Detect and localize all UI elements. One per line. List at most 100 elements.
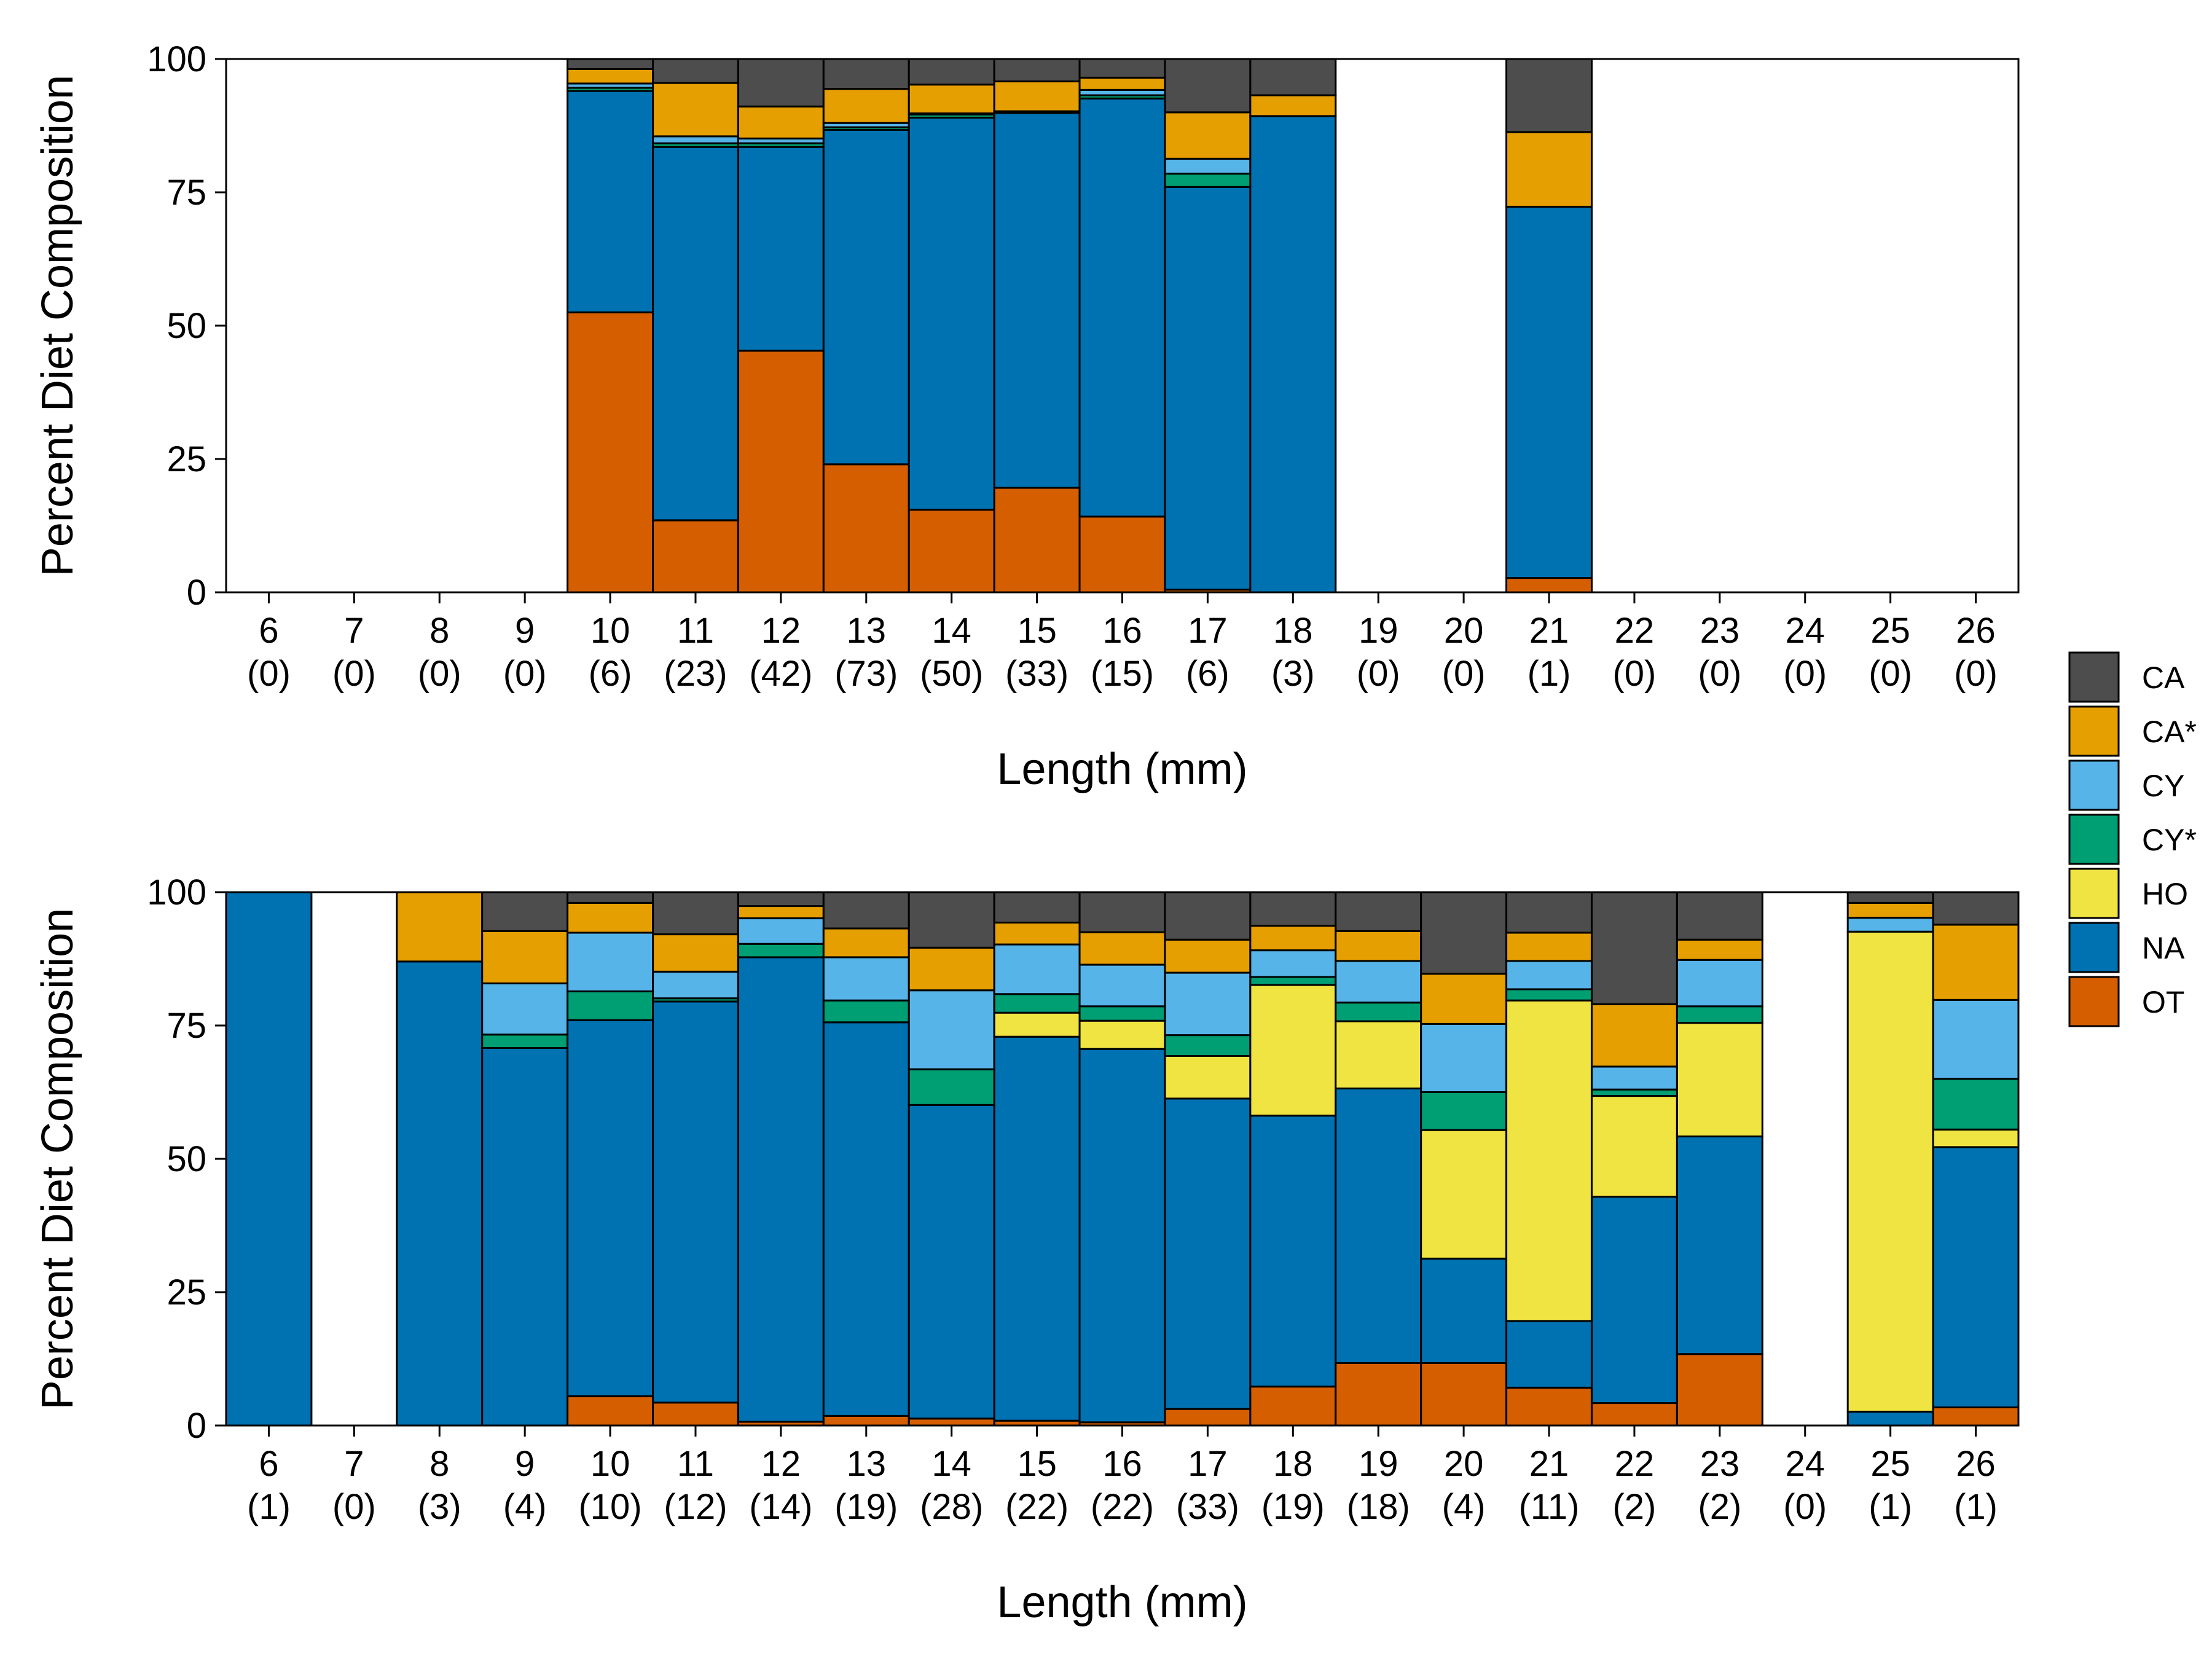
bar-segment-17-CA-star bbox=[1164, 111, 1252, 160]
bar-segment-18-CA-star bbox=[1249, 925, 1337, 952]
x-tick-label: 20 bbox=[1444, 1444, 1484, 1484]
bar-segment-12-CA bbox=[737, 58, 825, 108]
x-tick-label: 8 bbox=[429, 1444, 449, 1484]
bar-segment-12-CY bbox=[737, 917, 825, 945]
legend-swatch-cy bbox=[2068, 759, 2120, 811]
x-tick-count: (12) bbox=[664, 1487, 727, 1527]
bar-segment-11-CY bbox=[652, 970, 739, 1000]
x-tick-label: 22 bbox=[1615, 611, 1655, 651]
bar-segment-9-CA-star bbox=[481, 930, 569, 984]
x-tick-count: (0) bbox=[1612, 654, 1656, 694]
x-tick-label: 16 bbox=[1102, 1444, 1142, 1484]
bar-segment-25-NA bbox=[1846, 1410, 1934, 1427]
bar-segment-23-HO bbox=[1676, 1022, 1763, 1138]
bar-segment-20-NA bbox=[1420, 1257, 1508, 1364]
bar-segment-22-OT bbox=[1590, 1402, 1678, 1427]
bar-segment-21-OT bbox=[1505, 577, 1593, 594]
bar-segment-26-CA bbox=[1932, 891, 2020, 926]
x-tick-label: 17 bbox=[1188, 1444, 1228, 1484]
bar-segment-15-HO bbox=[993, 1011, 1081, 1038]
legend-swatch-ca-star bbox=[2068, 705, 2120, 757]
x-tick-label: 10 bbox=[590, 1444, 630, 1484]
bar-segment-17-CY bbox=[1164, 157, 1252, 175]
x-tick-count: (19) bbox=[834, 1487, 898, 1527]
x-tick-label: 12 bbox=[761, 1444, 801, 1484]
bar-segment-21-CA bbox=[1505, 891, 1593, 934]
y-tick-label: 50 bbox=[167, 306, 206, 346]
y-tick-label: 25 bbox=[167, 1273, 206, 1312]
bar-segment-20-CA bbox=[1420, 891, 1508, 975]
bottom-panel: 02550751006(1)7(0)8(3)9(4)10(10)11(12)12… bbox=[33, 873, 2020, 1627]
x-tick-label: 11 bbox=[677, 1444, 714, 1484]
bar-segment-11-OT bbox=[652, 519, 739, 594]
bar-segment-23-CY bbox=[1676, 959, 1763, 1008]
bar-segment-18-CA bbox=[1249, 58, 1337, 96]
x-tick-label: 9 bbox=[515, 1444, 535, 1484]
x-tick-label: 19 bbox=[1359, 1444, 1398, 1484]
x-tick-label: 23 bbox=[1700, 611, 1740, 651]
bar-segment-16-OT bbox=[1078, 516, 1166, 594]
x-tick-label: 21 bbox=[1529, 1444, 1569, 1484]
bar-segment-16-CA bbox=[1078, 58, 1166, 79]
bar-segment-10-CA bbox=[567, 58, 654, 70]
bar-segment-11-CY bbox=[652, 135, 739, 144]
x-tick-count: (0) bbox=[1442, 654, 1486, 694]
bar-segment-11-NA bbox=[652, 146, 739, 522]
bar-segment-20-CY-star bbox=[1420, 1091, 1508, 1131]
bar-segment-23-OT bbox=[1676, 1353, 1763, 1427]
bar-segment-17-NA bbox=[1164, 186, 1252, 591]
bar-segment-18-OT bbox=[1249, 1386, 1337, 1427]
bar-segment-22-HO bbox=[1590, 1095, 1678, 1198]
bar-segment-25-CY bbox=[1846, 917, 1934, 933]
bar-segment-16-NA bbox=[1078, 97, 1166, 518]
bar-segment-15-NA bbox=[993, 1035, 1081, 1422]
x-tick-count: (0) bbox=[1869, 654, 1912, 694]
bar-segment-22-CY-star bbox=[1590, 1088, 1678, 1097]
x-tick-label: 25 bbox=[1870, 611, 1910, 651]
bar-segment-11-CA-star bbox=[652, 933, 739, 973]
bar-segment-10-CA bbox=[567, 891, 654, 904]
x-tick-label: 15 bbox=[1017, 611, 1057, 651]
bar-segment-25-HO bbox=[1846, 930, 1934, 1413]
x-tick-label: 26 bbox=[1956, 1444, 1996, 1484]
bar-segment-20-OT bbox=[1420, 1362, 1508, 1427]
top-panel: 02550751006(0)7(0)8(0)9(0)10(6)11(23)12(… bbox=[33, 39, 2020, 794]
bar-segment-26-CA-star bbox=[1932, 924, 2020, 1001]
bar-segment-18-NA bbox=[1249, 115, 1337, 594]
bar-segment-23-CA-star bbox=[1676, 938, 1763, 961]
y-axis-title: Percent Diet Composition bbox=[33, 908, 82, 1410]
x-tick-count: (22) bbox=[1091, 1487, 1154, 1527]
bar-segment-14-CA bbox=[908, 58, 995, 86]
bar-segment-14-CA-star bbox=[908, 84, 995, 115]
bar-segment-10-CA-star bbox=[567, 68, 654, 85]
bar-segment-16-CY bbox=[1078, 963, 1166, 1008]
x-tick-label: 26 bbox=[1956, 611, 1996, 651]
x-tick-label: 6 bbox=[259, 1444, 278, 1484]
y-tick-label: 100 bbox=[147, 39, 206, 79]
bar-segment-25-CA bbox=[1846, 891, 1934, 904]
bar-segment-23-NA bbox=[1676, 1135, 1763, 1355]
bar-segment-17-NA bbox=[1164, 1097, 1252, 1410]
x-tick-label: 20 bbox=[1444, 611, 1484, 651]
x-tick-count: (33) bbox=[1005, 654, 1069, 694]
y-tick-label: 75 bbox=[167, 173, 206, 213]
bar-segment-17-CY bbox=[1164, 971, 1252, 1037]
x-tick-label: 14 bbox=[931, 611, 971, 651]
bar-segment-26-HO bbox=[1932, 1128, 2020, 1148]
bar-segment-12-CY-star bbox=[737, 943, 825, 959]
legend-label: HO bbox=[2142, 877, 2188, 911]
x-tick-label: 16 bbox=[1102, 611, 1142, 651]
x-axis-title: Length (mm) bbox=[997, 1578, 1247, 1627]
bar-segment-17-CA-star bbox=[1164, 938, 1252, 974]
x-tick-label: 24 bbox=[1785, 1444, 1825, 1484]
x-tick-count: (1) bbox=[247, 1487, 291, 1527]
x-tick-count: (0) bbox=[418, 654, 461, 694]
x-tick-count: (10) bbox=[578, 1487, 641, 1527]
bar-segment-9-CY-star bbox=[481, 1033, 569, 1049]
legend-label: CY* bbox=[2142, 823, 2197, 857]
bar-segment-23-CY-star bbox=[1676, 1005, 1763, 1024]
bar-segment-21-CY bbox=[1505, 960, 1593, 990]
x-tick-count: (0) bbox=[332, 1487, 376, 1527]
y-tick-label: 0 bbox=[187, 1406, 206, 1446]
x-tick-count: (50) bbox=[920, 654, 983, 694]
